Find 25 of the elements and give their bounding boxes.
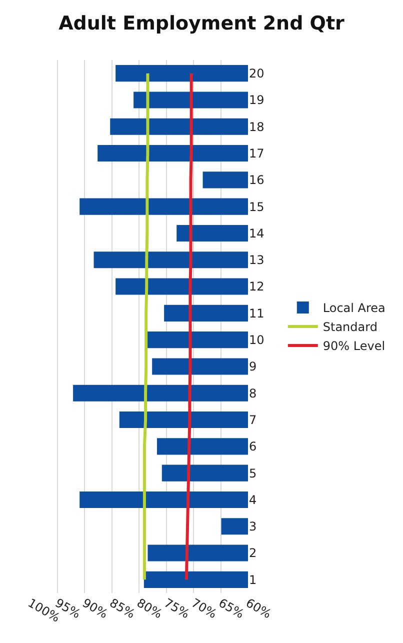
y-tick-label: 11 <box>249 306 264 320</box>
y-tick-label: 2 <box>249 546 257 560</box>
y-tick-label: 4 <box>249 492 257 507</box>
legend-label: Standard <box>322 320 378 334</box>
y-tick-label: 20 <box>249 66 264 81</box>
legend-label: Local Area <box>322 301 386 316</box>
y-tick-label: 6 <box>249 440 257 454</box>
y-tick-label: 5 <box>249 466 257 480</box>
y-tick-label: 15 <box>249 200 264 214</box>
x-tick-label: 60% <box>244 596 274 622</box>
y-tick-label: 12 <box>249 280 264 294</box>
y-tick-label: 13 <box>249 253 264 268</box>
legend-label: 90% Level <box>322 339 386 354</box>
y-tick-label: 10 <box>249 333 264 348</box>
y-tick-label: 18 <box>249 120 264 134</box>
chart-title: Adult Employment 2nd Qtr <box>58 12 346 34</box>
y-tick-label: 16 <box>249 173 264 188</box>
y-tick-label: 7 <box>249 412 257 427</box>
y-tick-label: 1 <box>249 572 257 587</box>
y-tick-label: 14 <box>249 226 264 240</box>
y-tick-label: 9 <box>249 360 257 374</box>
y-tick-label: 17 <box>249 146 264 160</box>
y-tick-label: 8 <box>249 386 257 400</box>
y-tick-label: 3 <box>249 520 257 534</box>
y-tick-label: 19 <box>249 93 264 108</box>
